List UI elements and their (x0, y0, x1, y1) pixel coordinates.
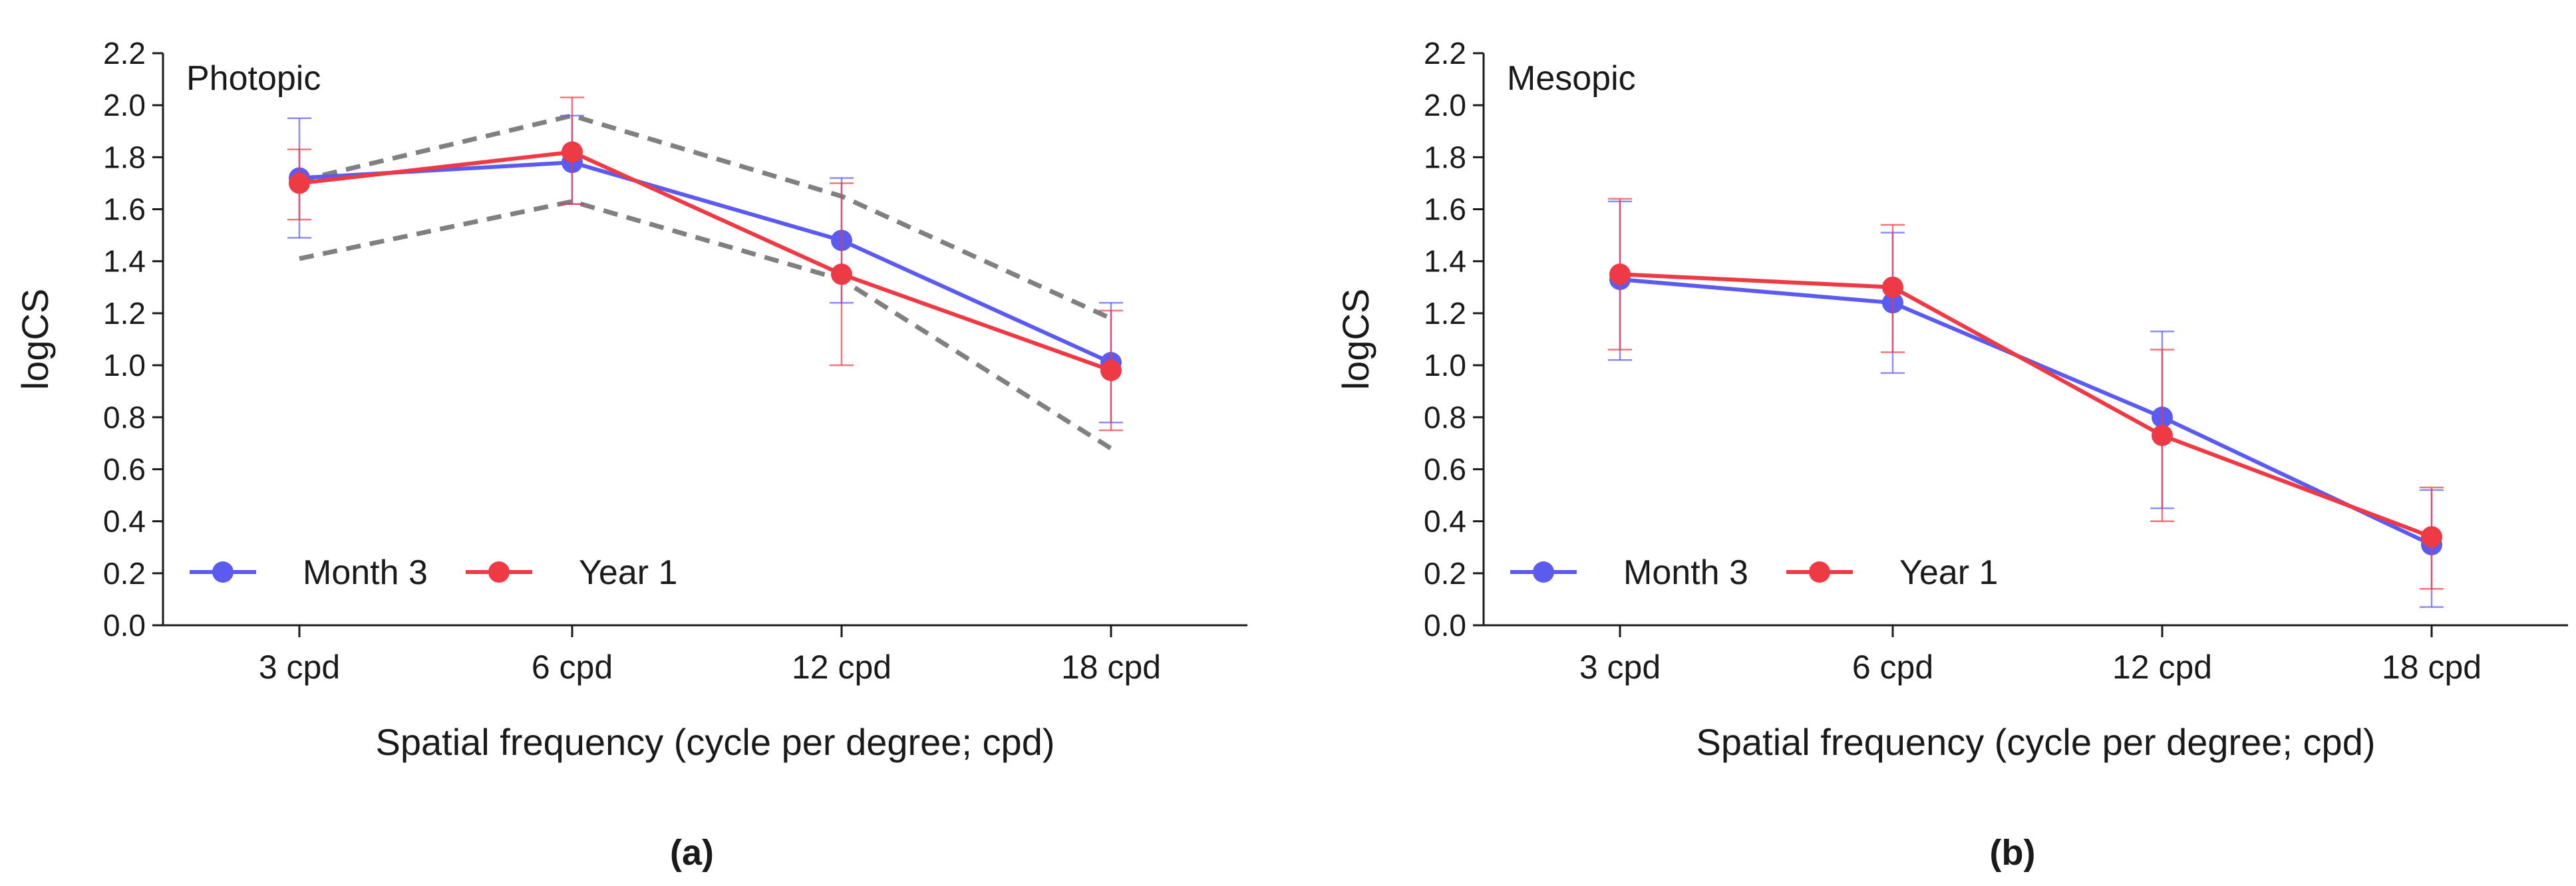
y-tick-label: 1.6 (103, 192, 146, 227)
y-tick-label: 1.8 (103, 140, 146, 174)
y-tick-label: 0.4 (1424, 504, 1466, 539)
y-axis-label: logCS (1335, 289, 1376, 390)
legend-label: Month 3 (1623, 553, 1748, 592)
y-tick-label: 1.2 (1424, 296, 1466, 331)
chart-panel-a: 0.0 0.2 0.4 0.6 0.8 1.0 1.2 1.4 1.6 1.8 2.0 2.2 3 cp… (14, 36, 1247, 873)
x-tick-label: 3 cpd (1579, 649, 1661, 686)
y-tick-label: 1.2 (103, 296, 146, 331)
legend-swatch-marker (1809, 561, 1830, 583)
y-tick-label: 0.6 (103, 452, 146, 486)
data-point (1882, 276, 1903, 298)
legend-swatch-marker (488, 561, 510, 583)
series-line (299, 150, 1112, 372)
series-line (299, 160, 1112, 365)
y-tick-label: 1.0 (1424, 348, 1466, 382)
y-tick-label: 1.4 (1424, 244, 1466, 279)
y-tick-label: 1.8 (1424, 140, 1466, 174)
legend-label: Year 1 (1899, 553, 1998, 592)
x-tick-label: 6 cpd (1852, 649, 1933, 686)
data-point (289, 172, 310, 194)
x-tick-label: 3 cpd (259, 649, 340, 686)
panel-caption: (b) (1990, 833, 2036, 873)
y-tick-label: 1.0 (103, 348, 146, 382)
legend-swatch-marker (212, 561, 234, 583)
data-point (831, 263, 852, 285)
x-tick-label: 6 cpd (532, 649, 613, 686)
data-point (2152, 424, 2173, 446)
panel-caption: (a) (670, 833, 714, 873)
data-point (2421, 526, 2442, 548)
y-tick-label: 2.2 (103, 36, 146, 71)
panel-condition-label: Photopic (186, 59, 321, 98)
y-tick-label: 0.0 (103, 608, 146, 643)
y-tick-label: 0.4 (103, 504, 146, 539)
x-tick-label: 18 cpd (1061, 649, 1161, 686)
legend-label: Year 1 (579, 553, 677, 592)
y-tick-label: 0.8 (103, 400, 146, 434)
panel-condition-label: Mesopic (1507, 59, 1636, 98)
legend: Month 3 Year 1 (1510, 553, 1998, 592)
series-month-3 (1608, 200, 2444, 608)
legend-label: Month 3 (303, 553, 428, 592)
y-tick-label: 2.0 (1424, 88, 1466, 122)
y-tick-label: 0.8 (1424, 400, 1466, 434)
chart-panel-b: 0.0 0.2 0.4 0.6 0.8 1.0 1.2 1.4 1.6 1.8 2.0 2.2 3 cp… (1335, 36, 2568, 873)
y-tick-label: 0.0 (1424, 608, 1466, 643)
series-line (1619, 277, 2433, 547)
y-tick-label: 2.0 (103, 88, 146, 122)
y-tick-label: 0.2 (103, 556, 146, 591)
legend: Month 3 Year 1 (190, 553, 677, 592)
x-tick-label: 12 cpd (792, 649, 891, 686)
x-axis-label: Spatial frequency (cycle per degree; cpd… (1696, 721, 2376, 763)
reference-line-lower-bound (299, 199, 1112, 451)
y-tick-label: 2.2 (1424, 36, 1466, 71)
y-axis-label: logCS (14, 289, 56, 390)
y-tick-label: 0.6 (1424, 452, 1466, 486)
data-point (1100, 359, 1122, 381)
series-year-1 (1608, 198, 2444, 590)
data-point (562, 141, 583, 163)
x-tick-label: 18 cpd (2382, 649, 2482, 686)
series-year-1 (287, 96, 1123, 432)
legend-swatch-marker (1533, 561, 1554, 583)
series-line (1619, 272, 2433, 539)
x-tick-label: 12 cpd (2112, 649, 2212, 686)
x-axis-label: Spatial frequency (cycle per degree; cpd… (376, 721, 1055, 763)
reference-line-upper-bound (299, 113, 1112, 321)
y-tick-label: 0.2 (1424, 556, 1466, 591)
y-tick-label: 1.4 (103, 244, 146, 279)
data-point (1609, 263, 1631, 285)
y-tick-label: 1.6 (1424, 192, 1466, 227)
